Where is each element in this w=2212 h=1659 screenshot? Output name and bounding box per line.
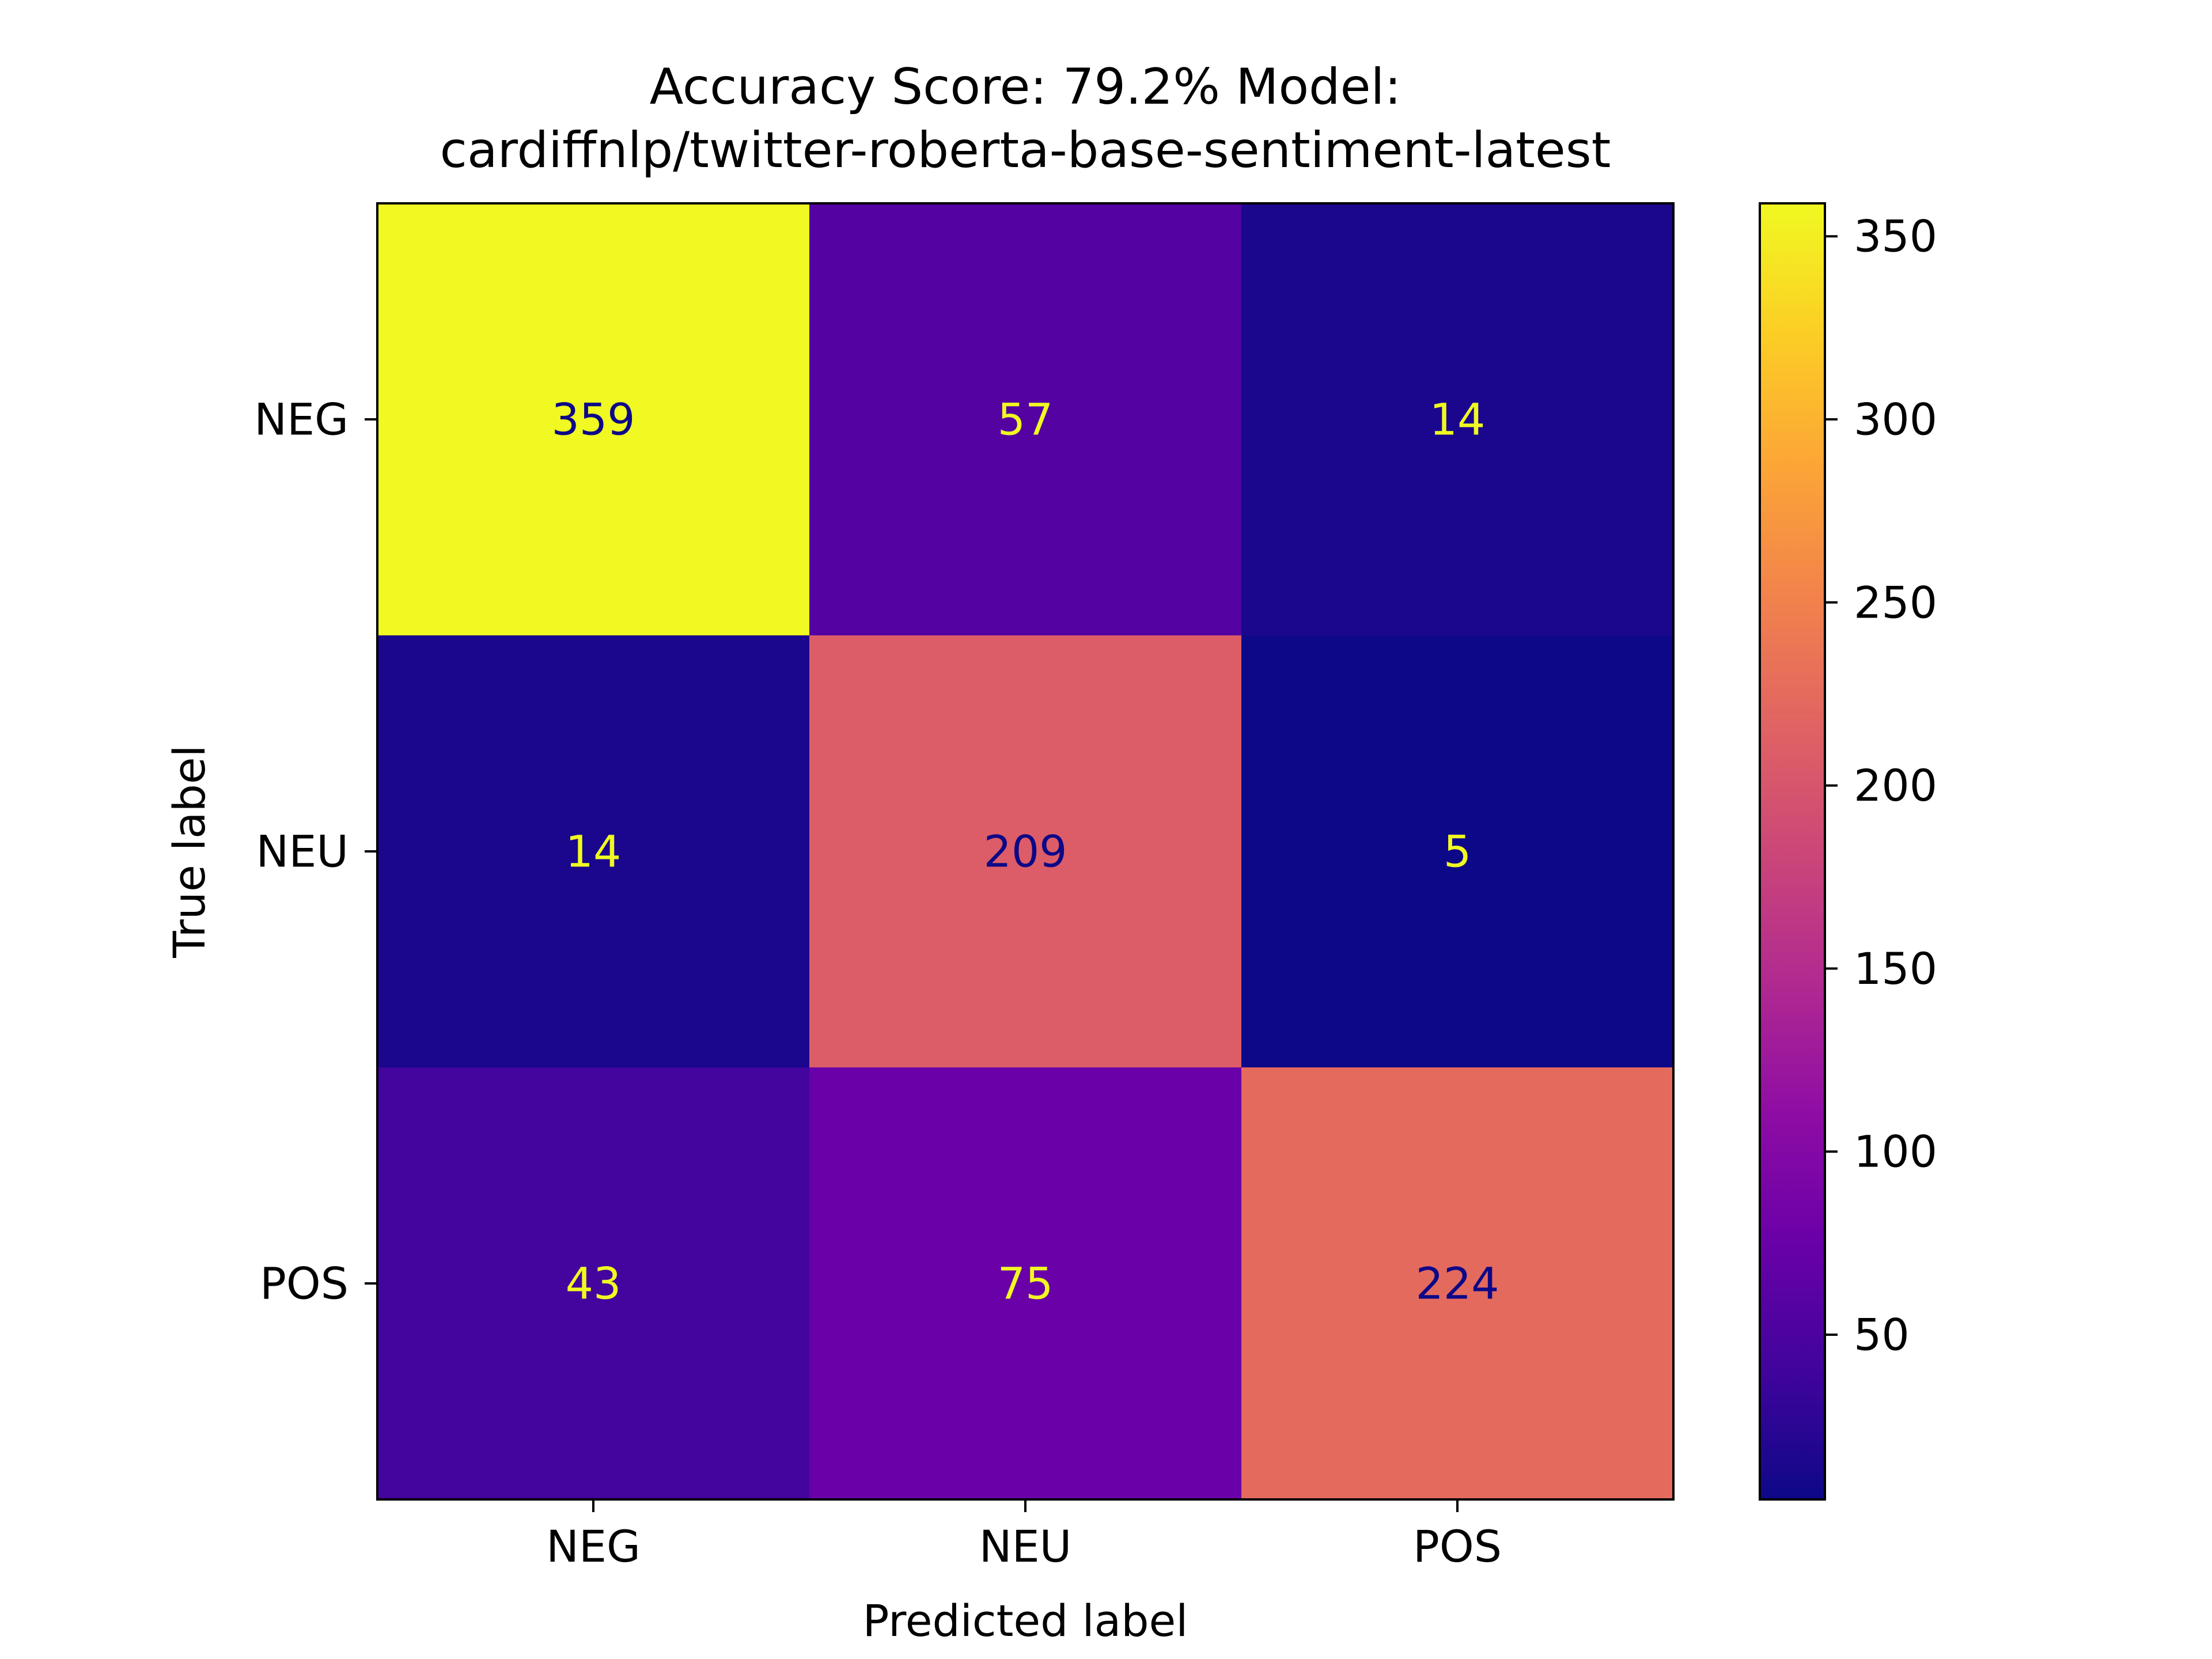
x-axis-label: Predicted label (863, 1595, 1188, 1646)
colorbar-tick-label: 200 (1854, 760, 1937, 811)
heatmap-cell-r0-c2 (1241, 203, 1674, 636)
cell-value-label: 5 (1444, 826, 1471, 877)
cell-value-label: 359 (551, 394, 635, 445)
y-tick-label: NEG (254, 394, 349, 445)
y-axis-ticks: NEG NEU POS (254, 394, 377, 1309)
heatmap-cell-r1-c1 (809, 635, 1242, 1068)
colorbar-tick-label: 100 (1854, 1126, 1937, 1177)
heatmap-cell-r1-c2 (1241, 635, 1674, 1068)
cell-value-label: 14 (566, 826, 622, 877)
heatmap-cell-r0-c1 (809, 203, 1242, 636)
heatmap-cell-r2-c2 (1241, 1067, 1674, 1500)
cell-value-label: 57 (998, 394, 1054, 445)
x-tick-label: NEU (979, 1521, 1072, 1572)
cell-value-label: 75 (998, 1258, 1054, 1309)
heatmap-cell-r1-c0 (377, 635, 810, 1068)
heatmap-cells (377, 203, 1674, 1500)
colorbar-tick-label: 300 (1854, 394, 1937, 445)
chart-title-line-2: cardiffnlp/twitter-roberta-base-sentimen… (440, 122, 1611, 179)
colorbar (1760, 203, 1825, 1499)
colorbar-frame (1759, 202, 1826, 1501)
heatmap-cell-r2-c0 (377, 1067, 810, 1500)
colorbar-tick-label: 250 (1854, 577, 1937, 628)
colorbar-tick-label: 50 (1854, 1309, 1910, 1360)
cell-value-label: 224 (1415, 1258, 1499, 1309)
y-tick-label: NEU (256, 826, 349, 877)
heatmap-cell-r2-c1 (809, 1067, 1242, 1500)
x-axis-ticks: NEG NEU POS (546, 1499, 1502, 1572)
colorbar-tick-label: 150 (1854, 943, 1937, 994)
y-axis-label: True label (164, 745, 215, 958)
heatmap-cell-r0-c0 (377, 203, 810, 636)
cell-value-label: 14 (1430, 394, 1486, 445)
chart-title-line-1: Accuracy Score: 79.2% Model: (650, 58, 1402, 116)
y-tick-label: POS (260, 1258, 349, 1309)
colorbar-tick-label: 350 (1854, 211, 1937, 262)
colorbar-ticks: 50 100 150 200 250 300 350 (1825, 211, 1937, 1360)
cell-value-label: 209 (983, 826, 1067, 877)
x-tick-label: NEG (546, 1521, 641, 1572)
x-tick-label: POS (1413, 1521, 1502, 1572)
cell-value-label: 43 (566, 1258, 622, 1309)
heatmap-cell-labels: 359 57 14 14 209 5 43 75 224 (551, 394, 1499, 1309)
